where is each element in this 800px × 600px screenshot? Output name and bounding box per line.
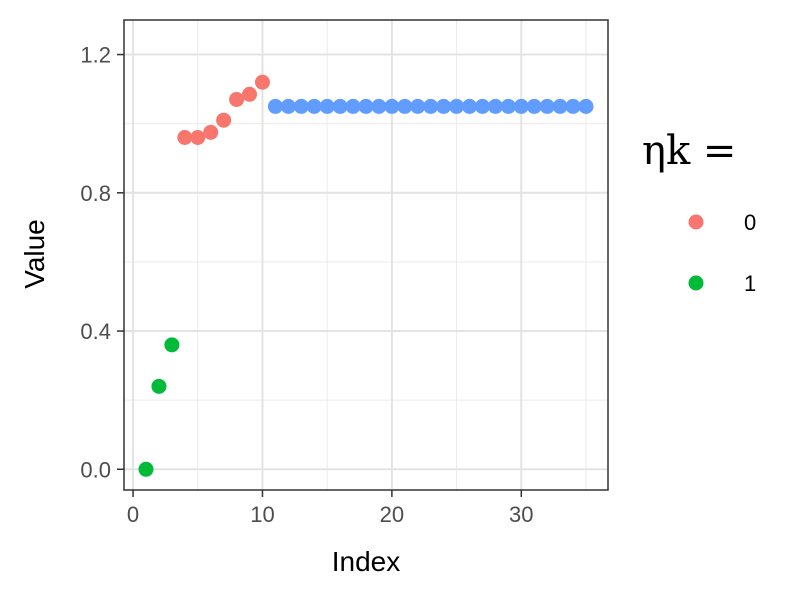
data-point-series-0	[216, 112, 232, 128]
data-point-series-unlabeled	[539, 98, 555, 114]
data-point-series-unlabeled	[436, 98, 452, 114]
data-point-series-unlabeled	[410, 98, 426, 114]
data-point-series-unlabeled	[384, 98, 400, 114]
x-tick-label: 10	[250, 502, 274, 527]
data-point-series-unlabeled	[358, 98, 374, 114]
x-axis-label: Index	[332, 546, 401, 577]
data-point-series-unlabeled	[526, 98, 542, 114]
data-point-series-unlabeled	[487, 98, 503, 114]
legend-title: ηk =	[642, 128, 736, 174]
data-point-series-unlabeled	[306, 98, 322, 114]
data-point-series-unlabeled	[397, 98, 413, 114]
plot-panel-border	[123, 19, 609, 491]
data-point-series-0	[190, 130, 206, 145]
y-axis-ticks: 0.0 0.4 0.8 1.2	[80, 43, 124, 482]
data-point-series-unlabeled	[280, 98, 296, 114]
legend-key-0	[688, 214, 704, 230]
data-point-series-0	[254, 74, 270, 90]
legend-items: 01	[688, 210, 756, 296]
data-point-series-0	[242, 86, 258, 102]
x-axis-ticks: 0 10 20 30	[127, 490, 534, 527]
data-point-series-unlabeled	[449, 98, 465, 114]
data-point-series-unlabeled	[552, 98, 568, 114]
y-tick-label: 0.4	[80, 319, 111, 344]
data-point-series-0	[177, 130, 193, 145]
data-point-series-1	[164, 337, 180, 353]
data-point-series-1	[138, 461, 154, 477]
data-point-series-0	[229, 91, 245, 107]
data-point-series-unlabeled	[371, 98, 387, 114]
data-point-series-unlabeled	[578, 98, 594, 114]
data-point-series-unlabeled	[319, 98, 335, 114]
data-point-series-unlabeled	[513, 98, 529, 114]
data-point-series-unlabeled	[332, 98, 348, 114]
minor-gridlines	[124, 20, 608, 490]
legend-key-1	[688, 275, 704, 291]
x-tick-label: 30	[509, 502, 533, 527]
y-tick-label: 1.2	[80, 43, 111, 68]
data-point-series-unlabeled	[345, 98, 361, 114]
data-point-series-0	[203, 124, 219, 140]
data-point-series-unlabeled	[462, 98, 478, 114]
legend-label-1: 1	[744, 271, 756, 296]
y-axis-label: Value	[19, 219, 50, 289]
data-point-series-unlabeled	[474, 98, 490, 114]
data-points	[138, 74, 594, 477]
data-point-series-unlabeled	[500, 98, 516, 114]
x-tick-label: 0	[127, 502, 139, 527]
y-tick-label: 0.0	[80, 457, 111, 482]
legend-label-0: 0	[744, 210, 756, 235]
data-point-series-1	[151, 378, 167, 394]
data-point-series-unlabeled	[267, 98, 283, 114]
x-tick-label: 20	[380, 502, 404, 527]
legend: ηk = 01	[642, 128, 756, 296]
major-gridlines	[124, 20, 608, 490]
y-tick-label: 0.8	[80, 181, 111, 206]
data-point-series-unlabeled	[565, 98, 581, 114]
data-point-series-unlabeled	[293, 98, 309, 114]
data-point-series-unlabeled	[423, 98, 439, 114]
